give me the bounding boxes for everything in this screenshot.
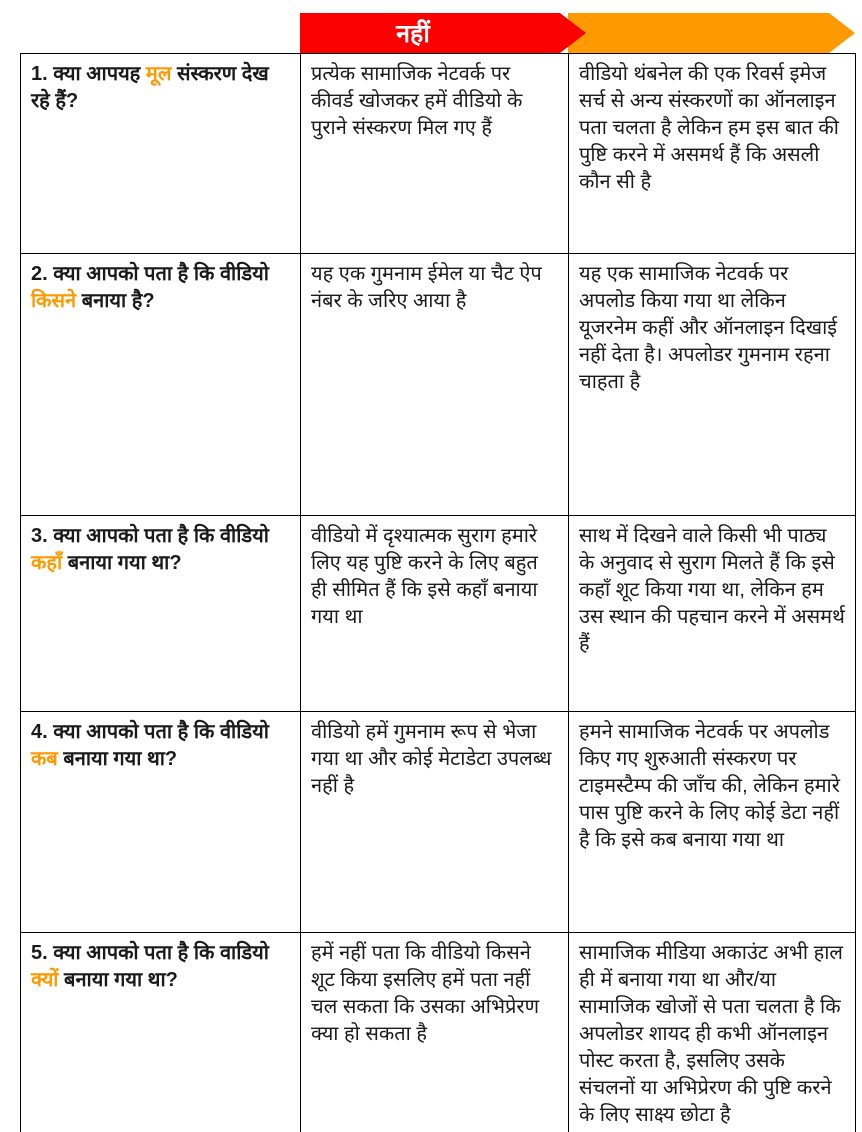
question-suffix: बनाया गया था? [62,552,182,574]
continuation-answer-cell: वीडियो थंबनेल की एक रिवर्स इमेज सर्च से … [568,53,856,254]
no-answer-cell: वीडियो हमें गुमनाम रूप से भेजा गया था और… [300,711,569,933]
question-prefix: 1. क्या आपयह [31,63,146,85]
no-column-header-label: नहीं [396,20,430,48]
continuation-answer-cell: हमने सामाजिक नेटवर्क पर अपलोड किए गए शुर… [568,711,856,933]
table-row: 1. क्या आपयह मूल संस्करण देख रहे हैं? प्… [20,53,856,254]
continuation-answer-cell: साथ में दिखने वाले किसी भी पाठ्य के अनुव… [568,515,856,712]
question-suffix: बनाया है? [76,290,155,312]
verification-table: 1. क्या आपयह मूल संस्करण देख रहे हैं? प्… [20,53,856,1132]
continuation-arrow-banner [568,13,855,53]
no-arrow-banner: नहीं [300,13,586,53]
question-cell: 2. क्या आपको पता है कि वीडियो किसने बनाय… [20,253,301,516]
continuation-answer-cell: सामाजिक मीडिया अकाउंट अभी हाल ही में बना… [568,932,856,1132]
question-cell: 4. क्या आपको पता है कि वीडियो कब बनाया ग… [20,711,301,933]
question-highlight: मूल [145,63,172,85]
question-cell: 5. क्या आपको पता है कि वाडियो क्यों बनाय… [20,932,301,1132]
question-highlight: कहाँ [31,552,63,574]
question-suffix: बनाया गया था? [57,748,178,770]
question-prefix: 2. क्या आपको पता है कि वीडियो [31,263,269,285]
no-answer-cell: वीडियो में दृश्यात्मक सुराग हमारे लिए यह… [300,515,569,712]
table-row: 2. क्या आपको पता है कि वीडियो किसने बनाय… [20,253,856,516]
table-row: 3. क्या आपको पता है कि वीडियो कहाँ बनाया… [20,515,856,712]
no-answer-cell: यह एक गुमनाम ईमेल या चैट ऐप नंबर के जरिए… [300,253,569,516]
question-highlight: किसने [31,290,77,312]
question-prefix: 3. क्या आपको पता है कि वीडियो [31,525,269,547]
question-cell: 1. क्या आपयह मूल संस्करण देख रहे हैं? [20,53,301,254]
question-prefix: 5. क्या आपको पता है कि वाडियो [31,942,269,964]
question-suffix: बनाया गया था? [58,969,178,991]
no-answer-cell: प्रत्येक सामाजिक नेटवर्क पर कीवर्ड खोजकर… [300,53,569,254]
question-prefix: 4. क्या आपको पता है कि वीडियो [31,721,269,743]
table-row: 5. क्या आपको पता है कि वाडियो क्यों बनाय… [20,932,856,1132]
question-suffix: संस्करण देख रहे हैं? [31,63,269,112]
question-highlight: कब [31,748,58,770]
header-banner: नहीं [0,13,862,53]
question-highlight: क्यों [31,969,59,991]
table-row: 4. क्या आपको पता है कि वीडियो कब बनाया ग… [20,711,856,933]
continuation-answer-cell: यह एक सामाजिक नेटवर्क पर अपलोड किया गया … [568,253,856,516]
no-answer-cell: हमें नहीं पता कि वीडियो किसने शूट किया इ… [300,932,569,1132]
question-cell: 3. क्या आपको पता है कि वीडियो कहाँ बनाया… [20,515,301,712]
